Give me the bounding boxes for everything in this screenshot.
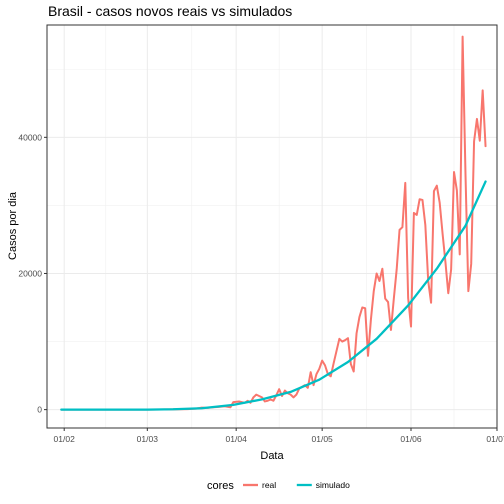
x-tick-label: 01/07 — [486, 434, 504, 444]
legend-label-real: real — [262, 480, 276, 490]
y-tick-label: 40000 — [18, 132, 42, 142]
x-tick-label: 01/04 — [226, 434, 248, 444]
y-tick-label: 20000 — [18, 268, 42, 278]
legend-item-simulado: simulado — [296, 480, 350, 490]
legend-item-real: real — [243, 480, 276, 490]
x-axis: 01/02 01/03 01/04 01/05 01/06 01/07 — [54, 428, 504, 444]
chart-title: Brasil - casos novos reais vs simulados — [48, 3, 292, 19]
x-tick-label: 01/03 — [137, 434, 159, 444]
x-tick-label: 01/05 — [312, 434, 334, 444]
series-layer — [60, 35, 487, 411]
y-axis: 0 20000 40000 — [18, 132, 47, 415]
grid-minor — [47, 25, 497, 428]
panel-border — [46, 24, 498, 429]
y-axis-title: Casos por dia — [7, 191, 19, 260]
y-tick-label: 0 — [37, 405, 42, 415]
series-line-simulado — [60, 180, 487, 411]
legend-label-simulado: simulado — [316, 480, 350, 490]
x-tick-label: 01/06 — [400, 434, 422, 444]
legend-title: cores — [207, 480, 234, 492]
x-tick-label: 01/02 — [54, 434, 76, 444]
x-axis-title: Data — [260, 450, 284, 462]
legend: cores real simulado — [207, 480, 350, 492]
